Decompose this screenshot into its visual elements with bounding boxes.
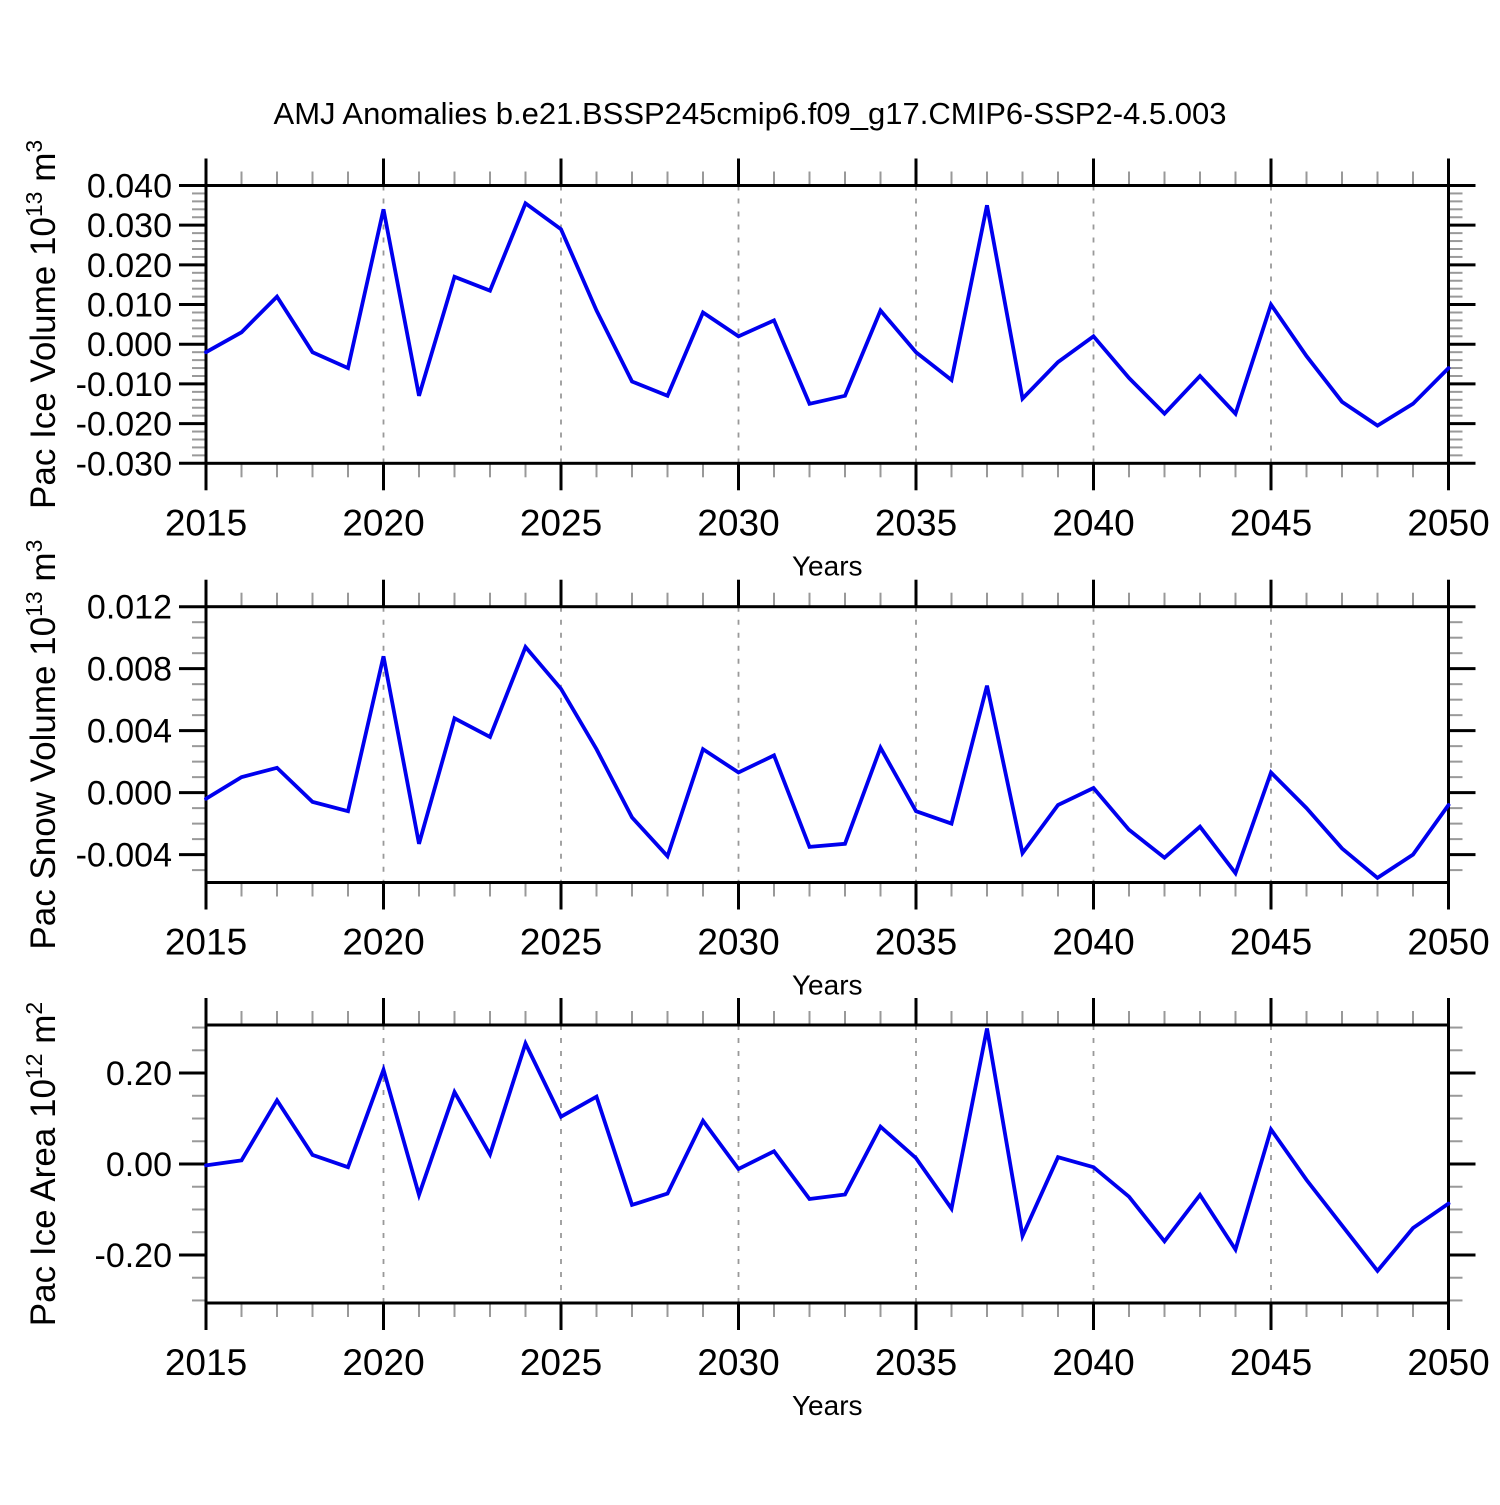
x-tick-label: 2020 — [342, 502, 424, 543]
chart-title: AMJ Anomalies b.e21.BSSP245cmip6.f09_g17… — [273, 96, 1227, 131]
plot-box — [204, 184, 1450, 465]
x-tick-label: 2050 — [1407, 922, 1489, 963]
y-tick-label: -0.020 — [76, 406, 172, 444]
x-tick-label: 2025 — [520, 502, 602, 543]
pac-snow-volume-line — [204, 643, 1451, 881]
x-tick-label: 2025 — [520, 922, 602, 963]
x-tick-label: 2045 — [1230, 1342, 1312, 1383]
y-axis-title: Pac Snow Volume 1013 m3 — [21, 540, 63, 950]
x-tick-label: 2035 — [875, 922, 957, 963]
pac-ice-area-line — [204, 1028, 1451, 1274]
x-tick-label: 2030 — [697, 922, 779, 963]
pac-ice-volume-line — [204, 200, 1451, 428]
y-tick-label: -0.010 — [76, 366, 172, 404]
y-tick-label: 0.020 — [87, 247, 172, 285]
x-tick-label: 2015 — [165, 502, 247, 543]
y-tick-label: 0.030 — [87, 207, 172, 245]
panel-pac-snow-volume: 0.012 0.008 0.004 0.000 -0.004 2015 2020 2025 20… — [21, 540, 1490, 1001]
y-tick-label: 0.00 — [106, 1146, 172, 1184]
x-tick-label: 2040 — [1052, 502, 1134, 543]
y-tick-label: 0.010 — [87, 287, 172, 325]
x-tick-label: 2045 — [1230, 502, 1312, 543]
panel-pac-ice-volume: 0.0400.0300.0200.0100.000-0.010-0.020-0.… — [21, 140, 1490, 581]
y-tick-label: 0.000 — [87, 775, 172, 813]
panel-pac-ice-area: 0.20 0.00 -0.20 2015 2020 2025 2030 2035 2040 204… — [21, 998, 1490, 1421]
x-tick-label: 2020 — [342, 922, 424, 963]
x-tick-label: 2030 — [697, 1342, 779, 1383]
x-axis-title: Years — [792, 550, 863, 581]
x-tick-label: 2035 — [875, 1342, 957, 1383]
y-tick-label: 0.012 — [87, 589, 172, 627]
x-tick-label: 2020 — [342, 1342, 424, 1383]
x-tick-label: 2015 — [165, 922, 247, 963]
x-tick-label: 2040 — [1052, 1342, 1134, 1383]
y-tick-label: -0.030 — [76, 445, 172, 483]
x-tick-label: 2050 — [1407, 502, 1489, 543]
y-tick-label: 0.000 — [87, 326, 172, 364]
y-tick-label: 0.040 — [87, 168, 172, 206]
x-tick-label: 2030 — [697, 502, 779, 543]
x-tick-label: 2025 — [520, 1342, 602, 1383]
x-tick-label: 2035 — [875, 502, 957, 543]
x-tick-label: 2015 — [165, 1342, 247, 1383]
y-tick-label: -0.20 — [95, 1237, 173, 1275]
y-tick-label: -0.004 — [76, 837, 172, 875]
y-tick-label: 0.004 — [87, 713, 172, 751]
y-axis-title: Pac Ice Volume 1013 m3 — [21, 140, 63, 509]
x-tick-label: 2050 — [1407, 1342, 1489, 1383]
plot-box — [204, 605, 1450, 884]
y-tick-label: 0.008 — [87, 651, 172, 689]
y-tick-label: 0.20 — [106, 1055, 172, 1093]
x-axis-title: Years — [792, 1390, 863, 1421]
x-tick-label: 2045 — [1230, 922, 1312, 963]
x-axis-title: Years — [792, 970, 863, 1001]
y-axis-title: Pac Ice Area 1012 m2 — [21, 1002, 63, 1326]
x-tick-label: 2040 — [1052, 922, 1134, 963]
